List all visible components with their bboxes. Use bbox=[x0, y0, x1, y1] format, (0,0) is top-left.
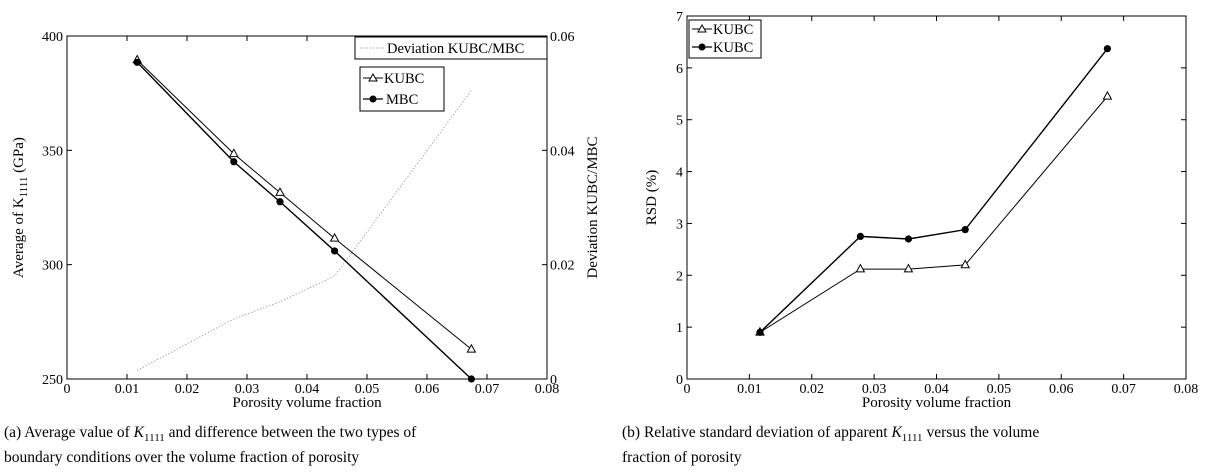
a-x-tick-label: 0 bbox=[64, 382, 71, 397]
chart-a-y-axis-label-main: Average of K bbox=[11, 197, 27, 278]
b-y-tick-label: 6 bbox=[676, 62, 683, 77]
a-x-tick-label: 0.02 bbox=[175, 382, 200, 397]
caption-a: (a) Average value of K1111 and differenc… bbox=[4, 423, 604, 468]
caption-b-line2: fraction of porosity bbox=[622, 449, 742, 467]
a-x-tick-label: 0.07 bbox=[475, 382, 500, 397]
b-y-tick-label: 7 bbox=[676, 10, 683, 25]
b-y-tick-label: 5 bbox=[676, 114, 683, 129]
chart-a: 0 0.01 0.02 0.03 0.04 0.05 0.06 0.07 0.08 250 300 3… bbox=[11, 30, 601, 411]
chart-a-legend-circle-marker bbox=[369, 95, 377, 103]
chart-a-ticks: 0 0.01 0.02 0.03 0.04 0.05 0.06 0.07 0.08 250 300 3… bbox=[42, 30, 575, 397]
chart-a-legend-deviation-label: Deviation KUBC/MBC bbox=[387, 41, 524, 57]
b-y-tick-label: 2 bbox=[676, 269, 683, 284]
a-y2-tick-label: 0.02 bbox=[550, 259, 575, 274]
a-series-1-point bbox=[466, 343, 477, 353]
a-x-tick-label: 0.04 bbox=[295, 382, 320, 397]
chart-a-plot-frame bbox=[66, 35, 548, 380]
b-series-1-point bbox=[960, 259, 971, 269]
chart-a-series-layer bbox=[132, 54, 477, 383]
b-y-tick-label: 1 bbox=[676, 321, 683, 336]
caption-a-prefix: (a) Average value of bbox=[4, 424, 134, 441]
a-y-tick-label: 400 bbox=[42, 30, 63, 45]
caption-a-line2: boundary conditions over the volume frac… bbox=[4, 449, 360, 467]
b-series-2-point bbox=[1103, 45, 1112, 53]
chart-b-legend-circle-marker bbox=[698, 43, 706, 51]
a-x-tick-label: 0.06 bbox=[415, 382, 440, 397]
chart-a-deviation-layer bbox=[136, 90, 472, 371]
a-series-2-point bbox=[331, 247, 339, 255]
a-series-1-point bbox=[228, 148, 239, 158]
b-series-2-point bbox=[904, 235, 913, 243]
chart-b-legend-series-2-label: KUBC bbox=[713, 40, 753, 56]
chart-a-legend-deviation: Deviation KUBC/MBC bbox=[354, 36, 548, 60]
chart-a-right-axis-label: Deviation KUBC/MBC bbox=[585, 136, 601, 278]
a-series-1-point bbox=[329, 232, 340, 242]
chart-b: 0 0.01 0.02 0.03 0.04 0.05 0.06 0.07 0.08 0 1 2 3 4 5 6… bbox=[644, 10, 1198, 411]
a-series-2-point bbox=[133, 58, 141, 66]
a-series-1-point bbox=[275, 187, 285, 196]
caption-b-math-subscript: 1111 bbox=[901, 432, 923, 445]
caption-a-math-subscript: 1111 bbox=[144, 432, 165, 445]
chart-a-y-axis-label-subscript: 1111 bbox=[18, 177, 30, 198]
b-x-tick-label: 0 bbox=[684, 382, 691, 397]
b-series-2-point bbox=[961, 226, 969, 234]
chart-b-plot-frame bbox=[686, 15, 1187, 380]
caption-a-suffix: and difference between the two types of bbox=[164, 424, 417, 441]
b-series-2-point bbox=[856, 232, 865, 240]
chart-b-legend-series-1-label: KUBC bbox=[713, 22, 753, 38]
chart-a-legend-mbc-label: MBC bbox=[386, 92, 418, 108]
chart-a-y-axis-label: Average of K1111 (GPa) bbox=[11, 137, 30, 278]
a-x-tick-label: 0.03 bbox=[235, 382, 260, 397]
a-y2-tick-label: 0.04 bbox=[550, 144, 575, 159]
b-series-1-point bbox=[855, 263, 866, 273]
b-x-tick-label: 0.04 bbox=[924, 382, 949, 397]
b-series-2-line bbox=[759, 48, 1108, 333]
b-x-tick-label: 0.02 bbox=[800, 382, 825, 397]
b-x-tick-label: 0.03 bbox=[862, 382, 887, 397]
b-y-tick-label: 4 bbox=[676, 166, 683, 181]
chart-b-x-axis-label: Porosity volume fraction bbox=[862, 395, 1012, 411]
a-x-tick-label: 0.01 bbox=[115, 382, 140, 397]
chart-b-y-axis-label: RSD (%) bbox=[644, 170, 660, 225]
b-x-tick-label: 0.05 bbox=[987, 382, 1012, 397]
caption-a-math: K bbox=[133, 424, 145, 441]
a-y2-tick-label: 0.06 bbox=[550, 30, 575, 45]
chart-b-ticks: 0 0.01 0.02 0.03 0.04 0.05 0.06 0.07 0.08 0 1 2 3 4 5 6… bbox=[676, 10, 1198, 397]
chart-a-legend-triangle-marker bbox=[368, 72, 378, 82]
b-x-tick-label: 0.01 bbox=[737, 382, 762, 397]
caption-b-suffix: versus the volume bbox=[922, 424, 1040, 441]
chart-b-legend-triangle-marker bbox=[697, 23, 707, 33]
chart-b-legend: KUBC KUBC bbox=[688, 19, 762, 59]
b-series-1-line bbox=[759, 96, 1108, 333]
caption-b-math: K bbox=[891, 424, 902, 441]
a-y-tick-label: 300 bbox=[42, 259, 63, 274]
a-deviation-line bbox=[136, 90, 472, 371]
b-x-tick-label: 0.06 bbox=[1049, 382, 1074, 397]
chart-a-legend-series: KUBC MBC bbox=[359, 66, 445, 112]
a-series-2-point bbox=[276, 198, 284, 206]
a-y-tick-label: 350 bbox=[42, 144, 63, 159]
chart-a-y-axis-label-unit: (GPa) bbox=[11, 137, 27, 177]
b-y-tick-label: 3 bbox=[676, 217, 683, 232]
caption-b-prefix: (b) Relative standard deviation of appar… bbox=[622, 424, 892, 441]
a-x-tick-label: 0.08 bbox=[535, 382, 560, 397]
a-y-tick-label: 250 bbox=[42, 373, 63, 388]
chart-b-series-layer bbox=[755, 45, 1113, 336]
chart-a-legend-kubc-label: KUBC bbox=[384, 71, 424, 87]
b-y-tick-label: 0 bbox=[676, 373, 683, 388]
a-x-tick-label: 0.05 bbox=[355, 382, 380, 397]
caption-b: (b) Relative standard deviation of appar… bbox=[622, 423, 1218, 468]
b-series-1-point bbox=[903, 263, 914, 273]
b-series-2-point bbox=[756, 328, 764, 336]
b-x-tick-label: 0.07 bbox=[1111, 382, 1136, 397]
a-y2-tick-label: 0 bbox=[550, 373, 557, 388]
b-x-tick-label: 0.08 bbox=[1174, 382, 1199, 397]
figure: 0 0.01 0.02 0.03 0.04 0.05 0.06 0.07 0.082503003… bbox=[11, 10, 1198, 411]
a-series-2-point bbox=[230, 158, 238, 166]
b-series-1-point bbox=[1102, 90, 1113, 100]
chart-a-x-axis-label: Porosity volume fraction bbox=[232, 395, 382, 411]
